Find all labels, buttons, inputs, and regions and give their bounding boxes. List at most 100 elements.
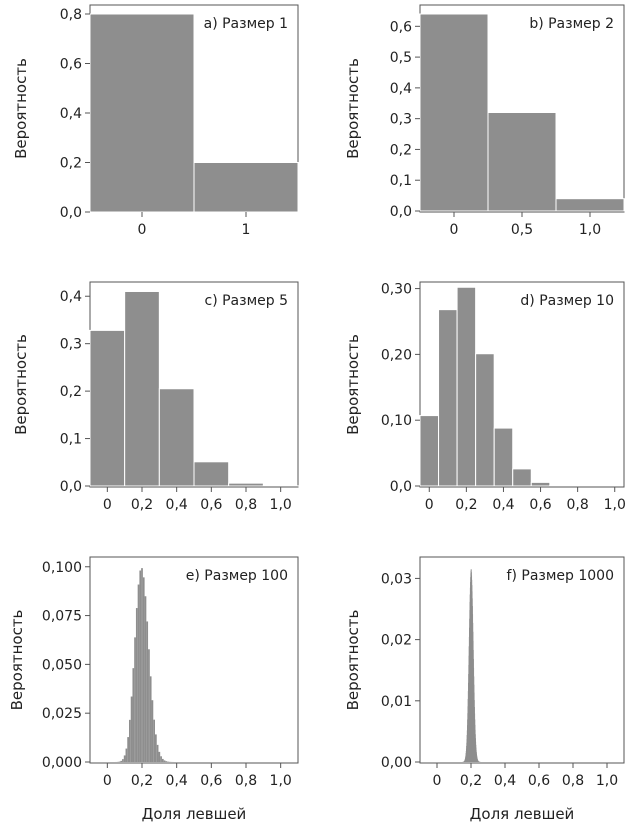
panel-c-title: c) Размер 5 (205, 293, 289, 309)
panel-d-bar (493, 427, 514, 487)
panel-e-bar (148, 649, 150, 762)
panel-e-bar (146, 621, 149, 762)
panel-f-xtick-label: 0 (433, 773, 442, 789)
panel-f-title: f) Размер 1000 (507, 568, 614, 584)
panel-c-bar (193, 461, 230, 487)
panel-e-xtick-label: 0 (103, 773, 112, 789)
panel-e-ytick-label: 0,025 (42, 706, 82, 722)
panel-e-bar (132, 668, 135, 762)
panel-b-xtick-label: 0,5 (511, 222, 533, 238)
panel-e-bar (160, 756, 162, 762)
panel-e-bar (144, 596, 147, 762)
panel-d-xtick-label: 0,2 (455, 497, 477, 513)
panel-c-bar (158, 388, 195, 487)
panel-c-ytick-label: 0,1 (60, 432, 82, 448)
panel-e-bar (135, 608, 138, 762)
panel-e-xlabel: Доля левшей (142, 805, 247, 823)
panel-f-xtick-label: 0,4 (494, 773, 516, 789)
panel-f-xtick-label: 0,2 (460, 773, 482, 789)
panel-e-title: e) Размер 100 (186, 568, 288, 584)
panel-b-bar (555, 198, 625, 212)
panel-f-xlabel: Доля левшей (470, 805, 575, 823)
panel-a-ytick-label: 0,2 (60, 156, 82, 172)
panel-c-ytick-label: 0,0 (60, 479, 82, 495)
panel-a-xtick-label: 1 (242, 222, 251, 238)
panel-d-bar (530, 481, 551, 487)
panel-c-bar (89, 329, 126, 487)
panel-d-xtick-label: 0,8 (567, 497, 589, 513)
panel-e-bar (142, 577, 145, 762)
panel-d-ytick-label: 0,30 (381, 282, 412, 298)
panel-d-bar (456, 286, 477, 487)
panel-e-bar (155, 734, 157, 762)
panel-d-ytick-label: 0,0 (390, 479, 412, 495)
panel-d-bar (512, 468, 532, 487)
panel-f-xtick-label: 1,0 (596, 773, 618, 789)
panel-b-xtick-label: 1,0 (579, 222, 601, 238)
panel-b-ytick-label: 0,6 (390, 19, 412, 35)
panel-a-ytick-label: 0,4 (60, 106, 82, 122)
panel-d-xtick-label: 1,0 (604, 497, 626, 513)
panel-e-xtick-label: 0,4 (166, 773, 188, 789)
panel-d-ylabel: Вероятность (344, 334, 362, 435)
panel-c-xtick-label: 0,4 (166, 497, 188, 513)
panel-c-ytick-label: 0,2 (60, 384, 82, 400)
panel-e-xtick-label: 0,2 (131, 773, 153, 789)
panel-e-bar (134, 637, 136, 762)
panel-e-bar (161, 758, 164, 762)
panel-d-xtick-label: 0,6 (529, 497, 551, 513)
panel-c-xtick-label: 0,8 (235, 497, 257, 513)
panel-a-bar (89, 13, 195, 213)
panel-c-ytick-label: 0,4 (60, 289, 82, 305)
panel-e-xtick-label: 1,0 (270, 773, 292, 789)
panel-d-frame (419, 281, 625, 488)
panel-e-bar (141, 568, 143, 762)
panel-b-ylabel: Вероятность (344, 58, 362, 159)
panel-b-ytick-label: 0,1 (390, 173, 412, 189)
panel-e-bar (123, 755, 126, 762)
panel-e-bar (165, 761, 168, 762)
panel-d-bar (419, 415, 440, 487)
panel-d-title: d) Размер 10 (520, 293, 614, 309)
panel-a-ytick-label: 0,6 (60, 57, 82, 73)
panel-f-ytick-label: 0,01 (381, 694, 412, 710)
panel-b-ytick-label: 0,2 (390, 142, 412, 158)
panel-a-xtick-label: 0 (138, 222, 147, 238)
panel-e-bar (125, 748, 128, 762)
panel-e-bar (153, 719, 155, 762)
panel-a-bar (193, 162, 299, 213)
panel-f-ylabel: Вероятность (344, 610, 362, 711)
panel-c-bar (124, 290, 160, 487)
panel-b-ytick-label: 0,3 (390, 112, 412, 128)
panel-a-ytick-label: 0,8 (60, 7, 82, 23)
panel-e-bar (151, 700, 154, 762)
panel-c-xtick-label: 0 (103, 497, 112, 513)
panel-b-title: b) Размер 2 (529, 16, 614, 32)
panel-e-bar (122, 759, 124, 762)
panel-d-ytick-label: 0,10 (381, 413, 412, 429)
panel-f-frame (419, 556, 625, 764)
panel-e-bar (137, 584, 140, 762)
panel-e-ytick-label: 0,000 (42, 755, 82, 771)
panel-f-xtick-label: 0,8 (562, 773, 584, 789)
panel-e-bar (149, 676, 152, 762)
panel-e-frame (89, 556, 299, 764)
panel-c-xtick-label: 1,0 (270, 497, 292, 513)
panel-d-bar (438, 309, 458, 487)
panel-d-xtick-label: 0,4 (492, 497, 514, 513)
panel-f-ytick-label: 0,00 (381, 755, 412, 771)
panel-a-title: a) Размер 1 (204, 16, 288, 32)
panel-c-xtick-label: 0,6 (200, 497, 222, 513)
panel-e-bar (163, 760, 166, 762)
panel-b-ytick-label: 0,5 (390, 50, 412, 66)
panel-f-ytick-label: 0,03 (381, 571, 412, 587)
panel-d-bar (475, 353, 495, 487)
panel-e-xtick-label: 0,8 (235, 773, 257, 789)
panel-e-bar (158, 751, 161, 762)
panel-d-bar (549, 484, 569, 487)
panel-b-ytick-label: 0,0 (390, 204, 412, 220)
panel-b-bar (487, 112, 557, 212)
panel-b-ytick-label: 0,4 (390, 81, 412, 97)
panel-d-ytick-label: 0,20 (381, 347, 412, 363)
